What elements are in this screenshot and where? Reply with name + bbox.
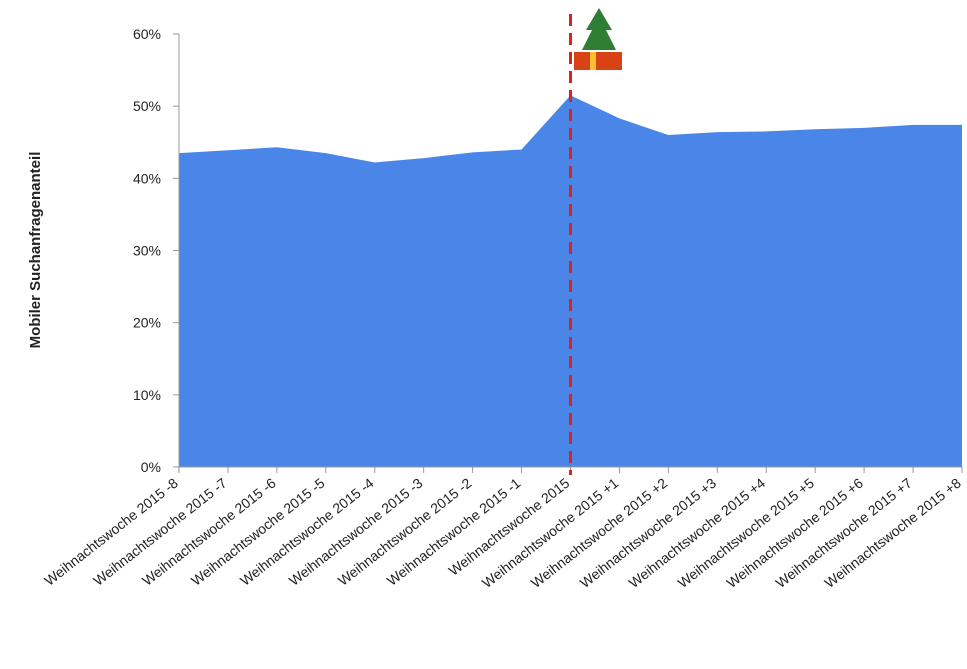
y-tick-label: 20%: [133, 315, 161, 331]
y-tick-label: 60%: [133, 26, 161, 42]
gift-ribbon: [590, 52, 596, 70]
gift-icon: [574, 52, 622, 70]
y-tick-label: 10%: [133, 387, 161, 403]
y-tick-label: 30%: [133, 243, 161, 259]
y-tick-label: 0%: [141, 459, 161, 475]
tree-icon: [582, 8, 616, 50]
y-axis-label: Mobiler Suchanfragenanteil: [27, 152, 44, 349]
y-tick-label: 40%: [133, 170, 161, 186]
y-tick-label: 50%: [133, 98, 161, 114]
